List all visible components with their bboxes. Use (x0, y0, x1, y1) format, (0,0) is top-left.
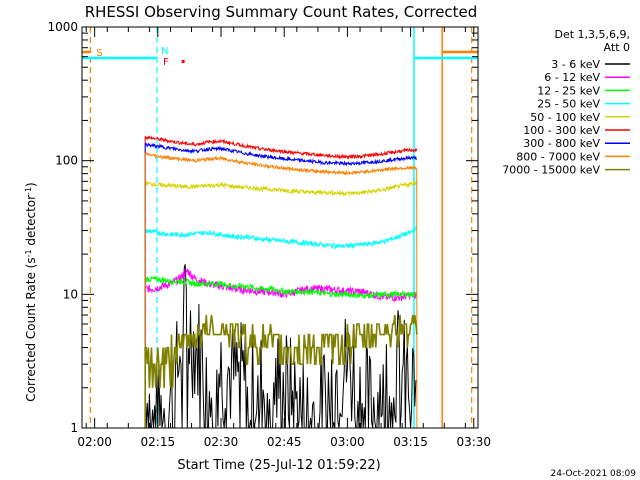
legend-label-2: 6 - 12 keV (544, 71, 600, 84)
legend-label-1: 3 - 6 keV (551, 58, 600, 71)
legend-label-4: 25 - 50 keV (537, 98, 600, 111)
y-axis-label-mid: detector (24, 195, 38, 250)
series-line-7 (144, 142, 418, 428)
x-tick-label-0: 02:00 (77, 435, 112, 449)
flare-flag-label: F (163, 57, 169, 68)
legend-label-7: 300 - 800 keV (523, 137, 600, 150)
series-line-4 (144, 226, 418, 428)
legend-label-9: 7000 - 15000 keV (502, 164, 600, 177)
y-axis-label-main: Corrected Count Rate (s (24, 257, 38, 401)
y-axis-label-end: ) (24, 182, 38, 187)
flare-flag-marker (181, 60, 185, 64)
night-flag-label: N (161, 46, 168, 57)
series-line-5 (144, 180, 418, 428)
y-axis-label: Corrected Count Rate (s-1 detector-1) (24, 182, 39, 401)
legend-label-6: 100 - 300 keV (523, 124, 600, 137)
y-tick-label-0: 1 (70, 421, 78, 435)
legend-label-3: 12 - 25 keV (537, 84, 600, 97)
x-tick-label-1: 02:15 (141, 435, 176, 449)
series-line-8 (144, 152, 418, 429)
series-line-9 (144, 314, 418, 428)
chart-title: RHESSI Observing Summary Count Rates, Co… (85, 3, 478, 21)
svg-text:Corrected Count Rate (s-1 dete: Corrected Count Rate (s-1 detector-1) (24, 182, 39, 401)
legend-label-8: 800 - 7000 keV (516, 150, 600, 163)
flags-layer: S NF (82, 27, 478, 428)
y-tick-label-2: 100 (55, 154, 78, 168)
series-layer (144, 135, 418, 430)
plot-frame (81, 26, 479, 429)
saa-flag-label: S (96, 48, 102, 59)
x-tick-label-6: 03:30 (456, 435, 491, 449)
y-tick-label-1: 10 (63, 287, 78, 301)
series-line-6 (144, 135, 418, 428)
axes-layer: 1 10 100 1000 02:00 02:15 02:30 02:45 03:00 03:15… (47, 20, 491, 449)
x-tick-label-4: 03:00 (330, 435, 365, 449)
legend-label-5: 50 - 100 keV (530, 111, 600, 124)
y-axis-label-sup2: -1 (24, 187, 33, 195)
x-tick-label-3: 02:45 (267, 435, 302, 449)
series-line-1 (144, 264, 418, 430)
series-line-3 (144, 275, 418, 428)
y-axis-label-sup1: -1 (24, 249, 33, 257)
x-tick-label-2: 02:30 (204, 435, 239, 449)
footer-timestamp: 24-Oct-2021 08:09 (551, 469, 637, 479)
series-line-2 (144, 267, 418, 428)
x-tick-label-5: 03:15 (393, 435, 428, 449)
legend-header-line1: Det 1,3,5,6,9, (554, 28, 630, 41)
legend-header-line2: Att 0 (604, 41, 630, 54)
x-axis-label: Start Time (25-Jul-12 01:59:22) (177, 458, 380, 473)
y-tick-label-3: 1000 (47, 20, 78, 34)
